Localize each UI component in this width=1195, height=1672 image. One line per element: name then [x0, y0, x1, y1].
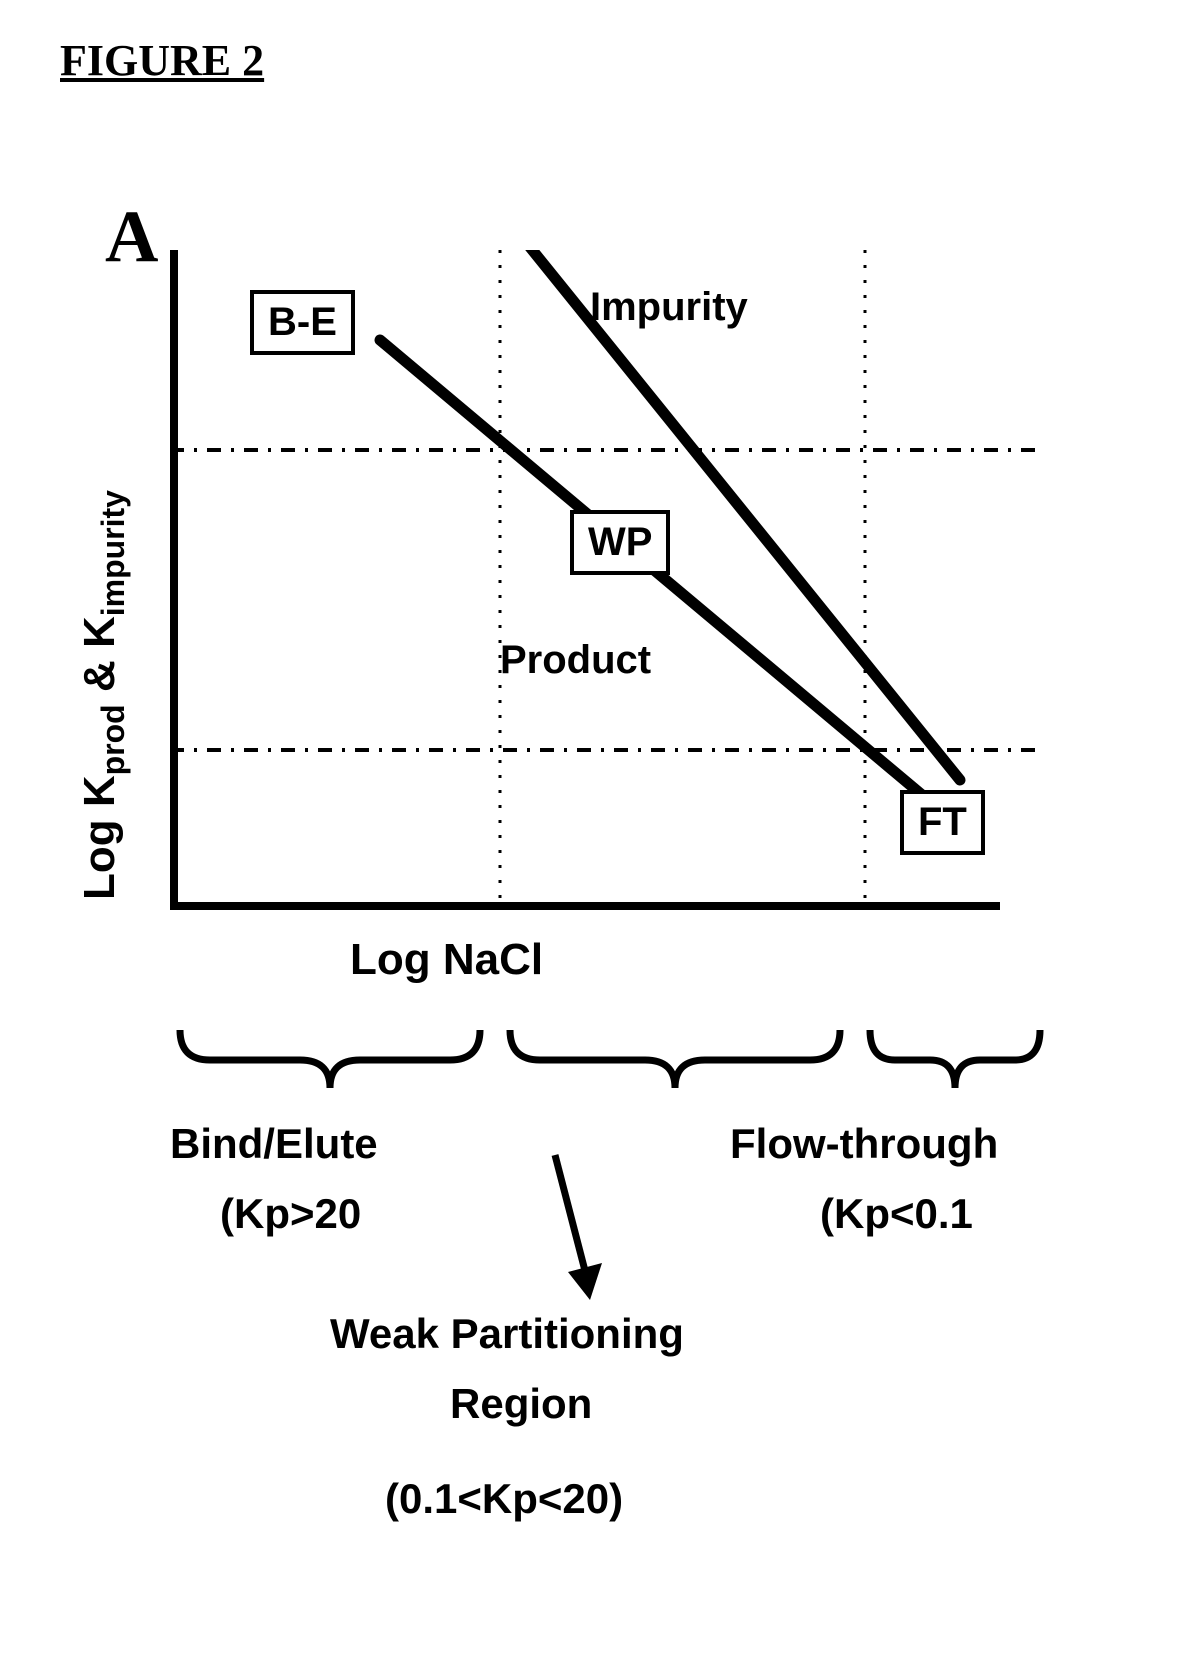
region-left-line1: Bind/Elute: [170, 1120, 378, 1168]
brace-right: [870, 1030, 1040, 1088]
region-center-line3: (0.1<Kp<20): [385, 1475, 623, 1523]
region-right-line1: Flow-through: [730, 1120, 998, 1168]
region-center-line2: Region: [450, 1380, 592, 1428]
wp-arrow-head: [568, 1263, 602, 1300]
region-left-line2: (Kp>20: [220, 1190, 361, 1238]
region-center-line1: Weak Partitioning: [330, 1310, 684, 1358]
region-right-line2: (Kp<0.1: [820, 1190, 973, 1238]
brace-left: [180, 1030, 480, 1088]
region-braces: [0, 0, 1195, 1672]
brace-middle: [510, 1030, 840, 1088]
